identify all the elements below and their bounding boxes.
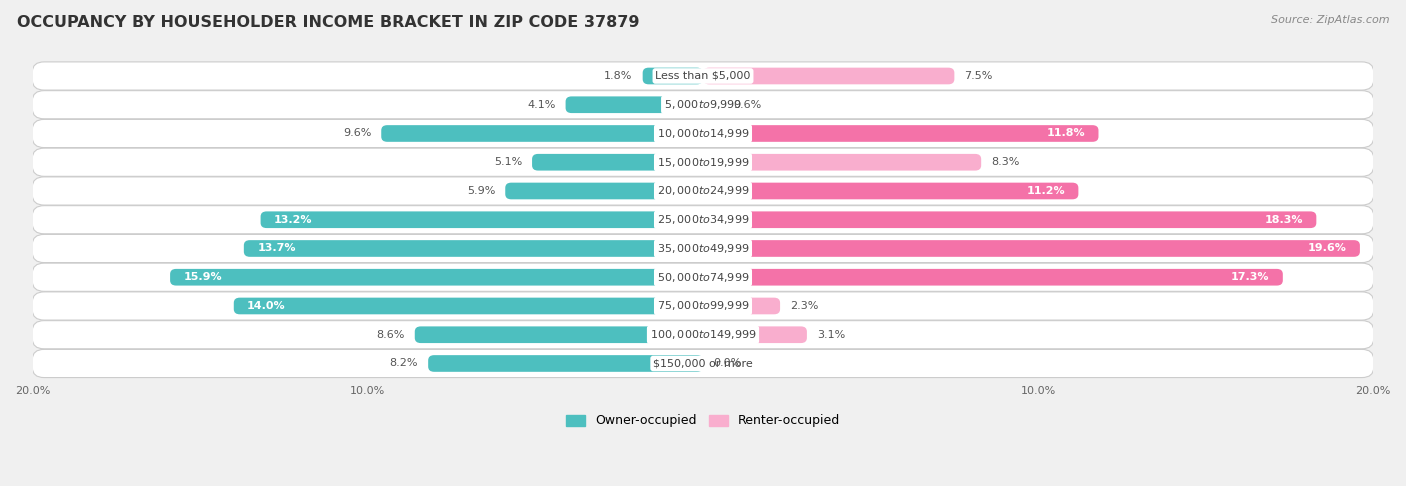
Text: 11.2%: 11.2% [1026,186,1064,196]
FancyBboxPatch shape [243,240,703,257]
Text: 5.9%: 5.9% [467,186,495,196]
FancyBboxPatch shape [703,183,1078,199]
Text: $20,000 to $24,999: $20,000 to $24,999 [657,185,749,197]
FancyBboxPatch shape [703,211,1316,228]
FancyBboxPatch shape [32,148,1374,176]
FancyBboxPatch shape [531,154,703,171]
FancyBboxPatch shape [32,321,1374,349]
Text: 15.9%: 15.9% [184,272,222,282]
Text: Less than $5,000: Less than $5,000 [655,71,751,81]
Text: $50,000 to $74,999: $50,000 to $74,999 [657,271,749,284]
FancyBboxPatch shape [415,327,703,343]
FancyBboxPatch shape [703,240,1360,257]
Text: 13.7%: 13.7% [257,243,295,254]
FancyBboxPatch shape [32,349,1374,378]
Text: 11.8%: 11.8% [1046,128,1085,139]
FancyBboxPatch shape [703,154,981,171]
Legend: Owner-occupied, Renter-occupied: Owner-occupied, Renter-occupied [561,409,845,433]
FancyBboxPatch shape [32,263,1374,291]
Text: $15,000 to $19,999: $15,000 to $19,999 [657,156,749,169]
Text: $35,000 to $49,999: $35,000 to $49,999 [657,242,749,255]
Text: 0.6%: 0.6% [733,100,762,110]
FancyBboxPatch shape [32,206,1374,234]
Text: 4.1%: 4.1% [527,100,555,110]
Text: $25,000 to $34,999: $25,000 to $34,999 [657,213,749,226]
Text: 17.3%: 17.3% [1230,272,1270,282]
FancyBboxPatch shape [32,62,1374,90]
FancyBboxPatch shape [703,327,807,343]
Text: $10,000 to $14,999: $10,000 to $14,999 [657,127,749,140]
FancyBboxPatch shape [703,125,1098,142]
Text: 1.8%: 1.8% [605,71,633,81]
FancyBboxPatch shape [703,68,955,85]
Text: 13.2%: 13.2% [274,215,312,225]
FancyBboxPatch shape [381,125,703,142]
FancyBboxPatch shape [32,234,1374,262]
Text: 14.0%: 14.0% [247,301,285,311]
Text: OCCUPANCY BY HOUSEHOLDER INCOME BRACKET IN ZIP CODE 37879: OCCUPANCY BY HOUSEHOLDER INCOME BRACKET … [17,15,640,30]
FancyBboxPatch shape [505,183,703,199]
FancyBboxPatch shape [643,68,703,85]
Text: 8.3%: 8.3% [991,157,1019,167]
Text: 8.2%: 8.2% [389,359,418,368]
Text: $75,000 to $99,999: $75,000 to $99,999 [657,299,749,312]
Text: Source: ZipAtlas.com: Source: ZipAtlas.com [1271,15,1389,25]
FancyBboxPatch shape [170,269,703,286]
Text: 3.1%: 3.1% [817,330,845,340]
Text: 0.0%: 0.0% [713,359,741,368]
FancyBboxPatch shape [703,297,780,314]
Text: 2.3%: 2.3% [790,301,818,311]
Text: $5,000 to $9,999: $5,000 to $9,999 [664,98,742,111]
FancyBboxPatch shape [703,269,1282,286]
FancyBboxPatch shape [32,292,1374,320]
FancyBboxPatch shape [703,96,723,113]
Text: 19.6%: 19.6% [1308,243,1347,254]
FancyBboxPatch shape [429,355,703,372]
FancyBboxPatch shape [32,120,1374,148]
Text: 5.1%: 5.1% [494,157,522,167]
Text: $100,000 to $149,999: $100,000 to $149,999 [650,328,756,341]
Text: 9.6%: 9.6% [343,128,371,139]
Text: 7.5%: 7.5% [965,71,993,81]
Text: 8.6%: 8.6% [377,330,405,340]
FancyBboxPatch shape [32,177,1374,205]
FancyBboxPatch shape [260,211,703,228]
FancyBboxPatch shape [233,297,703,314]
Text: 18.3%: 18.3% [1264,215,1303,225]
FancyBboxPatch shape [565,96,703,113]
FancyBboxPatch shape [32,91,1374,119]
Text: $150,000 or more: $150,000 or more [654,359,752,368]
